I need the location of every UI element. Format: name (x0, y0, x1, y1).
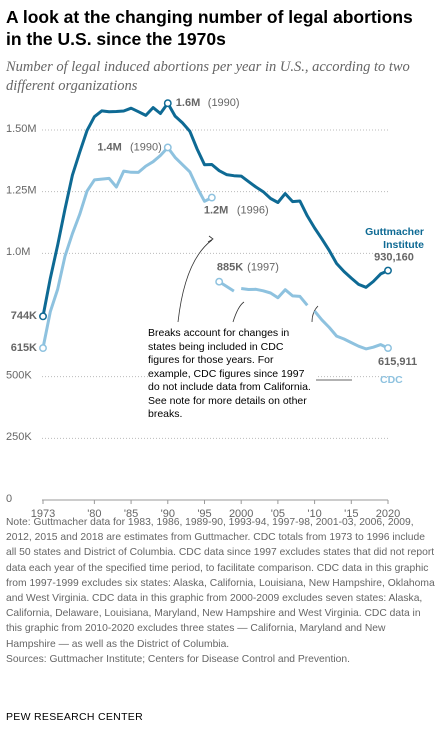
x-tick-label: '90 (161, 508, 175, 520)
annotation: (1996) (237, 205, 269, 217)
note: Note: Guttmacher data for 1983, 1986, 19… (6, 515, 438, 667)
data-label: 930,160 (374, 251, 414, 263)
y-tick-label: 1.0M (6, 246, 30, 258)
y-tick-label: 0 (6, 493, 12, 505)
annotation: Breaks account for changes in states bei… (148, 327, 316, 422)
point-marker (163, 99, 172, 108)
x-tick-label: '10 (307, 508, 321, 520)
x-tick-label: 1973 (31, 508, 55, 520)
chart-subtitle: Number of legal induced abortions per ye… (6, 59, 410, 94)
data-label: 1.2M (204, 205, 228, 217)
data-label: 1.4M (97, 141, 121, 153)
annotation: (1997) (247, 262, 279, 274)
data-label: 744K (11, 310, 37, 322)
x-tick-label: 2020 (376, 508, 400, 520)
series-label: Guttmacher Institute (365, 226, 424, 251)
point-marker (215, 277, 224, 286)
x-tick-label: '05 (271, 508, 285, 520)
source: Sources: Guttmacher Institute; Centers f… (6, 653, 350, 665)
y-tick-label: 250K (6, 431, 32, 443)
x-tick-label: '15 (344, 508, 358, 520)
annotation: (1990) (208, 97, 240, 109)
credit: PEW RESEARCH CENTER (6, 711, 143, 723)
line (41, 101, 389, 317)
arrow (232, 301, 245, 323)
arrow (311, 305, 319, 323)
point-marker (39, 344, 47, 353)
data-label: 615,911 (378, 356, 417, 368)
point-marker (384, 344, 392, 353)
point-marker (384, 266, 392, 275)
arrow-head (207, 235, 214, 243)
data-label: 615K (11, 342, 37, 354)
x-tick-label: '95 (197, 508, 211, 520)
line (41, 146, 389, 351)
point-marker (207, 193, 216, 202)
y-tick-label: 1.50M (6, 123, 37, 135)
y-tick-label: 500K (6, 370, 32, 382)
point-marker (39, 312, 47, 321)
annotation: (1990) (130, 141, 162, 153)
x-tick-label: 2000 (229, 508, 253, 520)
x-tick-label: '85 (124, 508, 138, 520)
chart-title: A look at the changing number of legal a… (6, 7, 413, 49)
data-label: 1.6M (176, 97, 200, 109)
point-marker (163, 143, 172, 152)
series-label: CDC (380, 374, 403, 386)
x-tick-label: '80 (87, 508, 101, 520)
data-label: 885K (217, 262, 243, 274)
y-tick-label: 1.25M (6, 185, 37, 197)
arrow (177, 239, 213, 323)
note-text: Note: Guttmacher data for 1983, 1986, 19… (6, 517, 435, 650)
